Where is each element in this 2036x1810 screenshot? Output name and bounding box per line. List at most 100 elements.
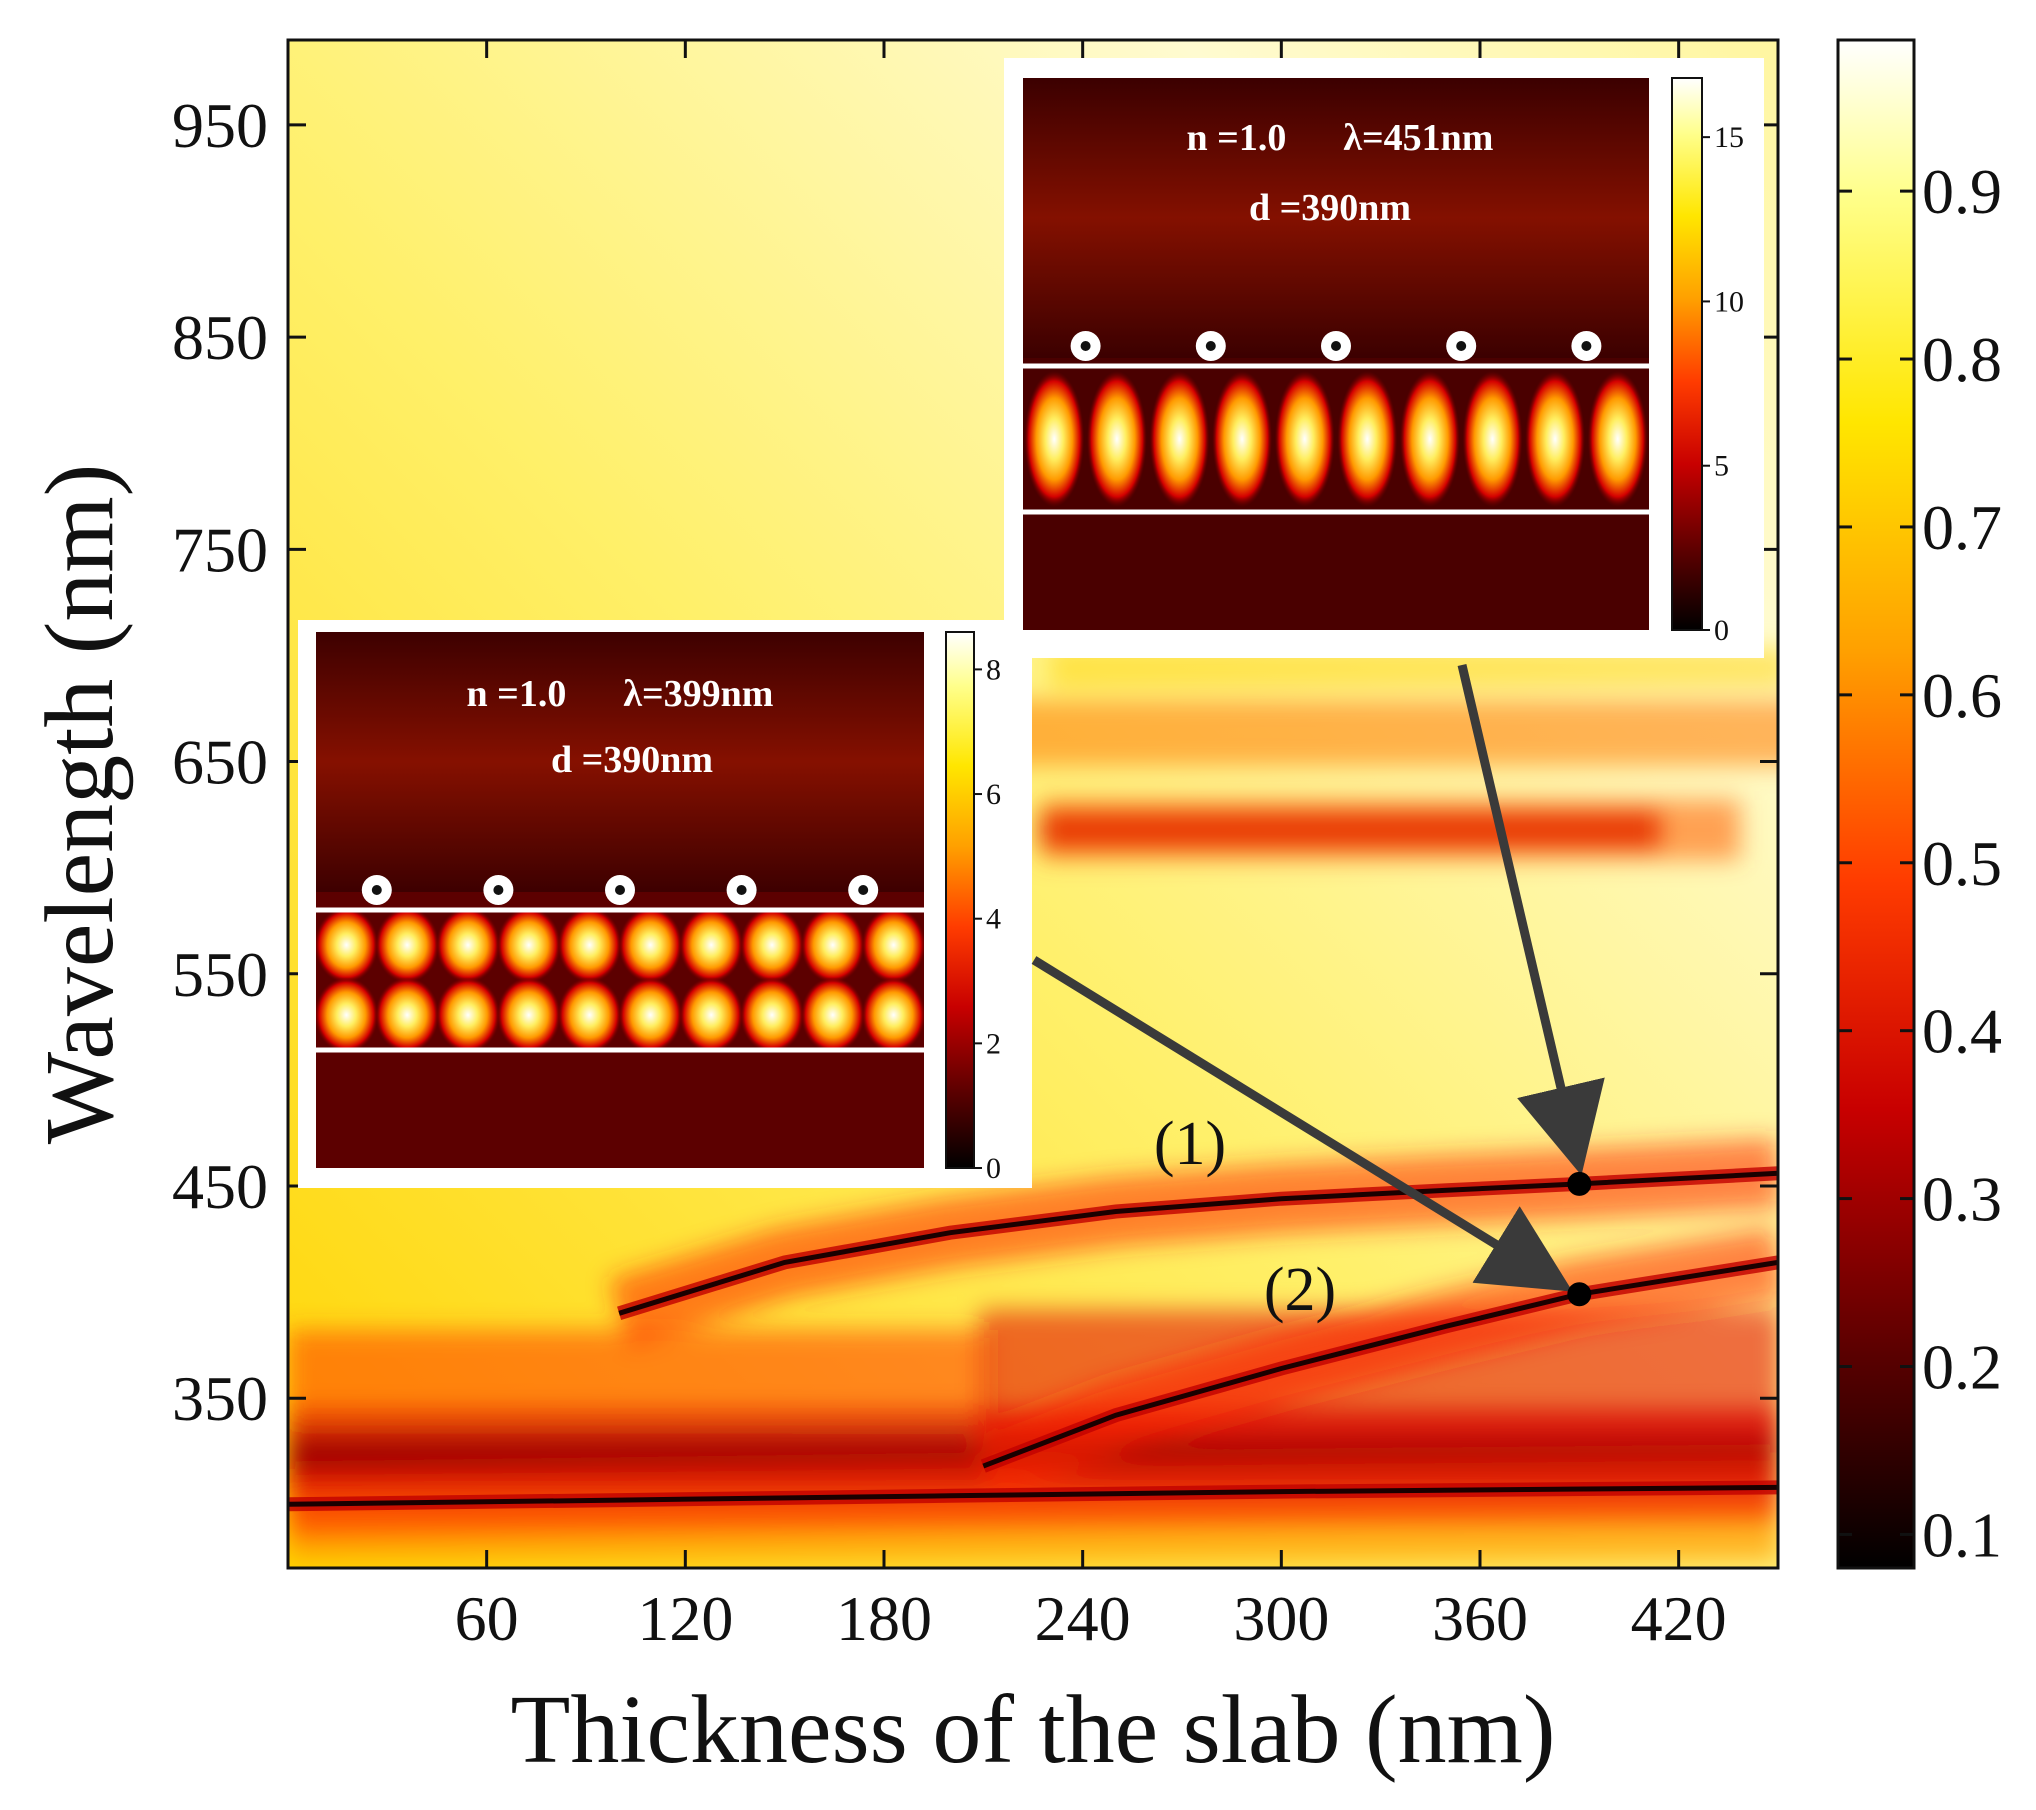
- x-tick-label: 60: [455, 1583, 519, 1654]
- field-lobe: [496, 977, 561, 1053]
- colorbar-gradient: [1836, 38, 1916, 1570]
- inset-colorbar-tick-label: 0: [1714, 614, 1729, 647]
- inset-lambda-399-colorbar: [945, 631, 975, 1169]
- y-tick-label: 350: [172, 1363, 268, 1434]
- nanoparticle-core: [858, 885, 869, 895]
- field-lobe: [1212, 371, 1273, 507]
- inset-colorbar-tick-label: 10: [1714, 285, 1744, 318]
- field-lobe: [375, 907, 440, 983]
- inset-lambda-399-line2: d =390nm: [551, 739, 713, 781]
- field-lobe: [1274, 371, 1335, 507]
- x-tick-label: 240: [1035, 1583, 1131, 1654]
- heatmap-band: [1040, 800, 1740, 860]
- nanoparticle-core: [1080, 341, 1091, 351]
- field-lobe: [740, 907, 804, 983]
- arrow-to-point-1: [1457, 663, 1605, 1176]
- resonance-curve: [618, 1170, 1778, 1316]
- colorbar: 0.1 0.2 0.3 0.4 0.5 0.6 0.7 0.8 0.9: [1836, 38, 2002, 1570]
- field-lobe: [922, 933, 924, 957]
- inset-lambda-451-line2: d =390nm: [1249, 187, 1411, 229]
- marked-point-2: [1567, 1282, 1592, 1307]
- inset-lambda-451-colorbar-ticks: 0 5 10 15: [1702, 121, 1744, 647]
- heatmap-band: [288, 1330, 988, 1420]
- inset-lambda-399: n =1.0 λ=399nm d =390nm 0 2 4 6 8: [298, 620, 1032, 1188]
- x-tick-label: 360: [1432, 1583, 1528, 1654]
- field-lobe: [1399, 371, 1460, 507]
- inset-colorbar-tick-label: 0: [986, 1152, 1001, 1185]
- inset-colorbar-tick-label: 6: [986, 778, 1001, 811]
- field-lobe: [800, 977, 865, 1053]
- resonance-curves: [288, 1166, 1778, 1512]
- y-tick-label: 650: [172, 727, 268, 798]
- inset-lambda-451: n =1.0 λ=451nm d =390nm 0 5 10 15: [1004, 58, 1764, 658]
- x-tick-label: 300: [1233, 1583, 1329, 1654]
- colorbar-tick-label: 0.1: [1922, 1499, 2002, 1570]
- y-tick-label: 850: [172, 302, 268, 373]
- inset-lambda-451-line1: n =1.0 λ=451nm: [1187, 117, 1494, 159]
- field-lobe: [800, 907, 865, 983]
- y-axis-label: Wavelength (nm): [26, 464, 134, 1145]
- inset-lambda-399-field-map: [316, 632, 924, 1168]
- nanoparticle-core: [1456, 341, 1467, 351]
- y-tick-label: 950: [172, 90, 268, 161]
- field-lobe: [375, 977, 440, 1053]
- colorbar-tick-label: 0.8: [1922, 324, 2002, 395]
- field-lobe: [557, 907, 622, 983]
- nanoparticle-core: [493, 885, 504, 895]
- y-tick-label: 450: [172, 1151, 268, 1222]
- x-axis-label: Thickness of the slab (nm): [510, 1676, 1555, 1784]
- inset-lambda-451-colorbar: [1671, 77, 1703, 631]
- plot-frame: [286, 38, 1780, 1570]
- field-lobe: [316, 977, 379, 1053]
- field-lobe: [618, 977, 683, 1053]
- field-lobe: [316, 907, 379, 983]
- nanoparticle-core: [1205, 341, 1216, 351]
- inset-lambda-451-field-map: [1023, 78, 1649, 630]
- field-lobe: [1149, 371, 1210, 507]
- nanoparticle-core: [736, 885, 747, 895]
- x-axis-ticks: 60 120 180 240 300 360 420: [455, 40, 1727, 1654]
- field-lobe: [740, 977, 804, 1053]
- point-label-2: (2): [1264, 1256, 1336, 1324]
- nanoparticle-core: [1331, 341, 1341, 351]
- x-tick-label: 180: [836, 1583, 932, 1654]
- inset-colorbar-tick-label: 2: [986, 1027, 1001, 1060]
- colorbar-tick-label: 0.6: [1922, 660, 2002, 731]
- colorbar-tick-label: 0.3: [1922, 1164, 2002, 1235]
- marked-point-1: [1567, 1171, 1592, 1196]
- field-lobe: [1525, 371, 1586, 507]
- field-lobe: [922, 1003, 924, 1027]
- field-lobe: [1024, 371, 1085, 507]
- inset-lambda-399-line1: n =1.0 λ=399nm: [467, 673, 774, 715]
- colorbar-ticks: 0.1 0.2 0.3 0.4 0.5 0.6 0.7 0.8 0.9: [1838, 156, 2002, 1570]
- colorbar-tick-label: 0.4: [1922, 996, 2002, 1067]
- x-tick-label: 120: [637, 1583, 733, 1654]
- field-lobe: [1337, 371, 1398, 507]
- resonance-curve: [982, 1259, 1778, 1469]
- colorbar-tick-label: 0.7: [1922, 492, 2002, 563]
- resonance-curve: [288, 1484, 1778, 1507]
- y-tick-label: 750: [172, 514, 268, 585]
- field-lobe: [1587, 371, 1648, 507]
- inset-colorbar-tick-label: 4: [986, 903, 1001, 936]
- field-lobe: [861, 977, 924, 1053]
- x-tick-label: 420: [1631, 1583, 1727, 1654]
- field-lobe: [436, 977, 500, 1053]
- nanoparticle-core: [371, 885, 382, 895]
- nanoparticle-core: [1581, 341, 1592, 351]
- inset-colorbar-tick-label: 5: [1714, 450, 1729, 483]
- colorbar-tick-label: 0.9: [1922, 156, 2002, 227]
- field-lobe: [557, 977, 622, 1053]
- field-lobe: [436, 907, 500, 983]
- field-lobe: [1086, 371, 1147, 507]
- y-tick-label: 550: [172, 939, 268, 1010]
- field-lobe: [618, 907, 683, 983]
- annotations: (1) (2): [1031, 663, 1605, 1324]
- field-lobe: [861, 907, 924, 983]
- field-lobe: [679, 907, 744, 983]
- inset-colorbar-tick-label: 8: [986, 653, 1001, 686]
- colorbar-tick-label: 0.5: [1922, 828, 2002, 899]
- point-label-1: (1): [1154, 1110, 1226, 1178]
- inset-lambda-399-colorbar-ticks: 0 2 4 6 8: [974, 653, 1001, 1185]
